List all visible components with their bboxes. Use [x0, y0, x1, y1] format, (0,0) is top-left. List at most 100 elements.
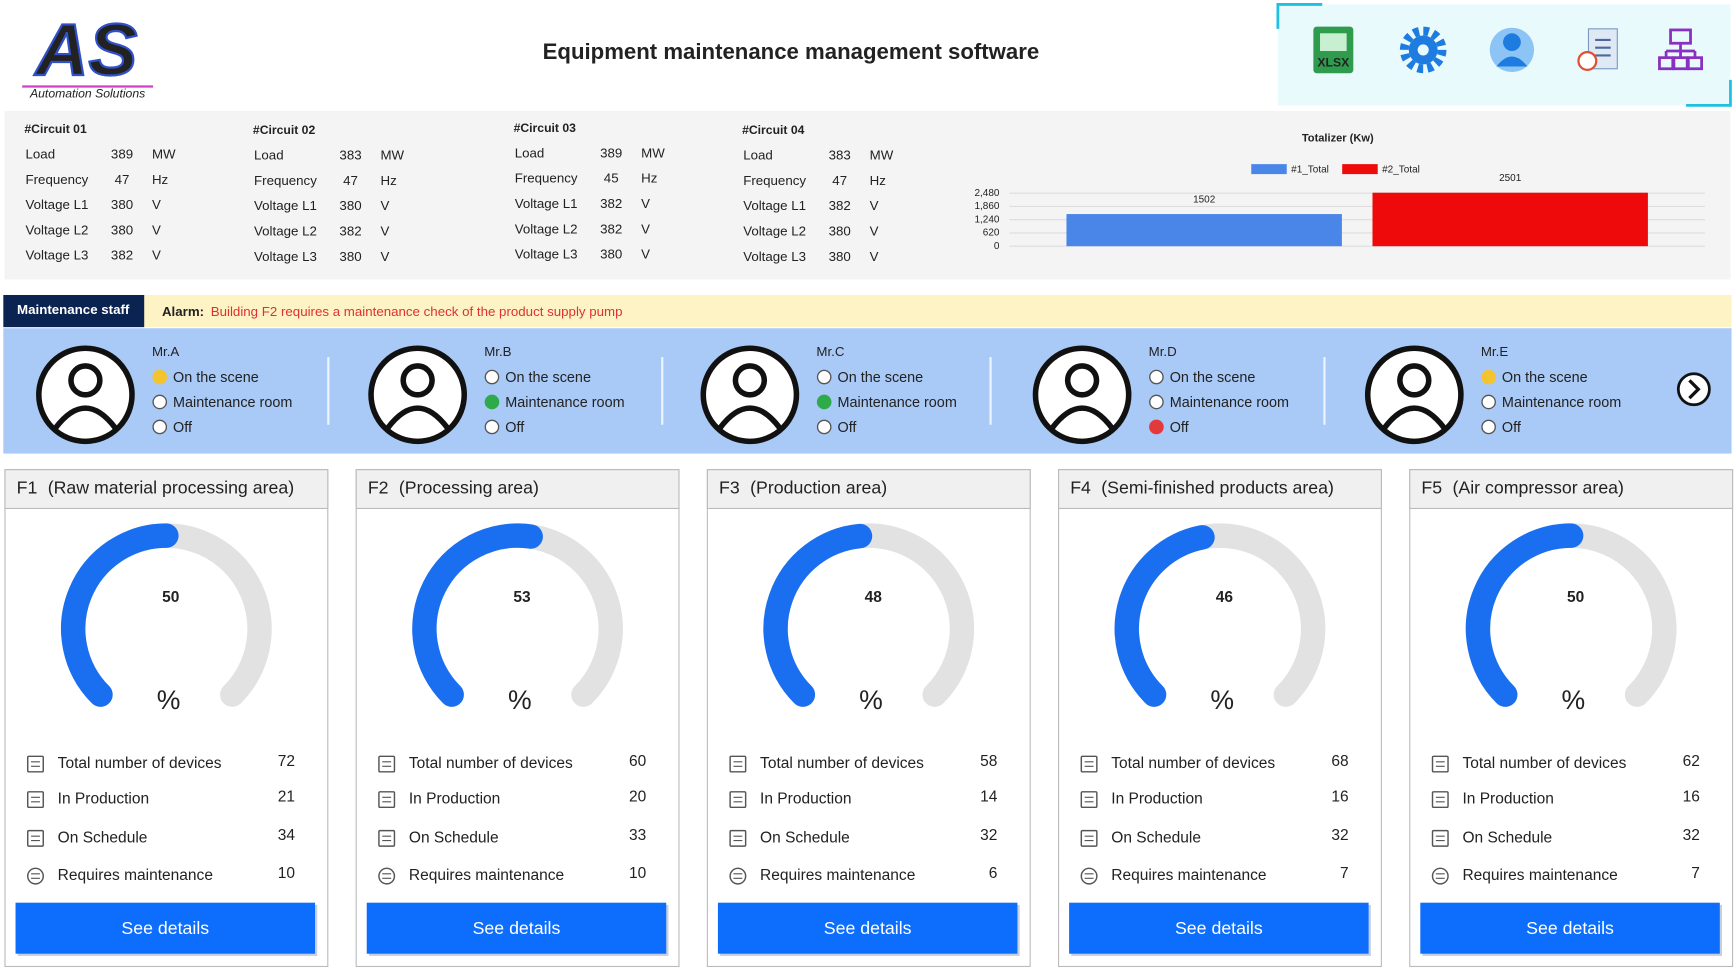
- area-card: F4 (Semi-finished products area) 46% Total …: [1058, 469, 1382, 968]
- staff-member[interactable]: Mr.B On the scene Maintenance room Off: [368, 344, 625, 445]
- status-radio[interactable]: [484, 394, 500, 410]
- stat-label: In Production: [1462, 791, 1553, 808]
- next-circle: [1676, 372, 1711, 407]
- metric-label: Frequency: [26, 172, 89, 187]
- status-radio[interactable]: [816, 369, 832, 385]
- status-label: Off: [1170, 420, 1190, 436]
- metric-unit: V: [870, 249, 879, 264]
- alarm-bar: [3, 294, 1732, 328]
- gauge-fill: [61, 523, 179, 707]
- metric-label: Frequency: [743, 173, 806, 188]
- stat-icon: [1431, 867, 1449, 885]
- status-radio[interactable]: [816, 419, 832, 435]
- gear-hole: [1417, 44, 1429, 56]
- report-button[interactable]: [1577, 28, 1618, 71]
- avatar-head: [68, 363, 103, 398]
- see-details-button[interactable]: See details: [717, 902, 1020, 956]
- status-radio[interactable]: [1481, 369, 1496, 385]
- metric-value: 45: [604, 171, 619, 186]
- stat-icon: [1080, 829, 1098, 847]
- gauge-unit: %: [508, 685, 532, 715]
- area-card: F5 (Air compressor area) 50% Total number o…: [1409, 469, 1734, 968]
- metric-label: Voltage L3: [26, 248, 89, 263]
- status-radio[interactable]: [484, 419, 500, 435]
- status-label: Maintenance room: [837, 395, 956, 411]
- status-label: On the scene: [505, 370, 591, 386]
- stat-icon-detail: [1084, 796, 1094, 803]
- net-node: [1686, 56, 1703, 71]
- status-radio[interactable]: [816, 394, 832, 410]
- metric-unit: Hz: [152, 172, 168, 187]
- area-code: F4: [1070, 478, 1091, 498]
- logo-mark: AS: [34, 9, 138, 91]
- status-radio[interactable]: [152, 419, 168, 435]
- metric-value: 382: [111, 248, 133, 263]
- stat-value: 34: [278, 827, 296, 844]
- status-label: Maintenance room: [173, 395, 292, 411]
- metric-value: 382: [339, 224, 361, 239]
- staff-member[interactable]: Mr.A On the scene Maintenance room Off: [36, 344, 293, 445]
- avatar-head: [400, 363, 435, 398]
- metric-unit: V: [641, 221, 650, 236]
- xlsx-button[interactable]: XLSX: [1313, 26, 1354, 74]
- metric-value: 380: [600, 247, 622, 262]
- stat-value: 72: [278, 753, 295, 770]
- staff-member[interactable]: Mr.D On the scene Maintenance room Off: [1032, 344, 1289, 445]
- area-name: (Raw material processing area): [48, 478, 294, 498]
- status-radio[interactable]: [1481, 419, 1496, 435]
- staff-name: Mr.D: [1149, 344, 1177, 359]
- status-radio[interactable]: [152, 394, 168, 410]
- legend-swatch: [1342, 164, 1378, 175]
- stat-icon-detail: [382, 873, 392, 879]
- see-details-button[interactable]: See details: [15, 902, 318, 956]
- metric-unit: MW: [641, 145, 665, 160]
- metric-label: Load: [26, 147, 56, 162]
- network-button[interactable]: [1658, 28, 1703, 71]
- report-lines: [1595, 38, 1611, 57]
- status-radio[interactable]: [1149, 419, 1164, 435]
- stat-icon-detail: [733, 873, 743, 879]
- see-details-button[interactable]: See details: [1420, 902, 1723, 956]
- bar: [1372, 192, 1648, 247]
- metric-value: 382: [600, 196, 622, 211]
- metric-label: Frequency: [254, 173, 317, 188]
- settings-button[interactable]: [1399, 26, 1447, 74]
- avatar-body: [385, 405, 450, 430]
- status-radio[interactable]: [152, 369, 168, 385]
- avatar-body: [1382, 405, 1447, 430]
- status-radio[interactable]: [1149, 394, 1164, 410]
- metric-value: 47: [115, 172, 130, 187]
- stat-value: 58: [980, 753, 997, 770]
- legend-label: #2_Total: [1382, 164, 1420, 175]
- status-label: On the scene: [837, 370, 923, 386]
- stat-icon-detail: [733, 796, 743, 803]
- staff-tab[interactable]: [3, 294, 145, 328]
- next-button[interactable]: [1676, 372, 1711, 407]
- staff-member[interactable]: Mr.E On the scene Maintenance room Off: [1364, 344, 1622, 445]
- area-name: (Air compressor area): [1452, 478, 1624, 498]
- stat-icon: [729, 829, 747, 847]
- card-frame: [4, 469, 329, 968]
- stat-value: 14: [980, 788, 998, 805]
- card-frame: [1409, 469, 1734, 968]
- metric-label: Voltage L1: [515, 196, 578, 211]
- staff-member[interactable]: Mr.C On the scene Maintenance room Off: [700, 344, 957, 445]
- avatar-head: [1064, 363, 1100, 398]
- status-radio[interactable]: [484, 369, 500, 385]
- metric-unit: Hz: [641, 171, 657, 186]
- area-code: F2: [368, 478, 389, 498]
- see-details-button[interactable]: See details: [366, 902, 669, 956]
- legend-swatch: [1251, 164, 1287, 175]
- gauge-fill: [412, 523, 543, 707]
- y-tick-label: 2,480: [974, 188, 999, 199]
- stat-icon: [1080, 755, 1098, 773]
- see-details-button[interactable]: See details: [1069, 902, 1371, 956]
- status-radio[interactable]: [1149, 369, 1164, 385]
- button-face: [15, 902, 316, 954]
- metric-unit: V: [870, 198, 879, 213]
- report-clock: [1577, 51, 1598, 71]
- stat-value: 60: [629, 753, 647, 770]
- status-radio[interactable]: [1481, 394, 1496, 410]
- metric-unit: V: [152, 222, 161, 237]
- user-button[interactable]: [1489, 27, 1535, 73]
